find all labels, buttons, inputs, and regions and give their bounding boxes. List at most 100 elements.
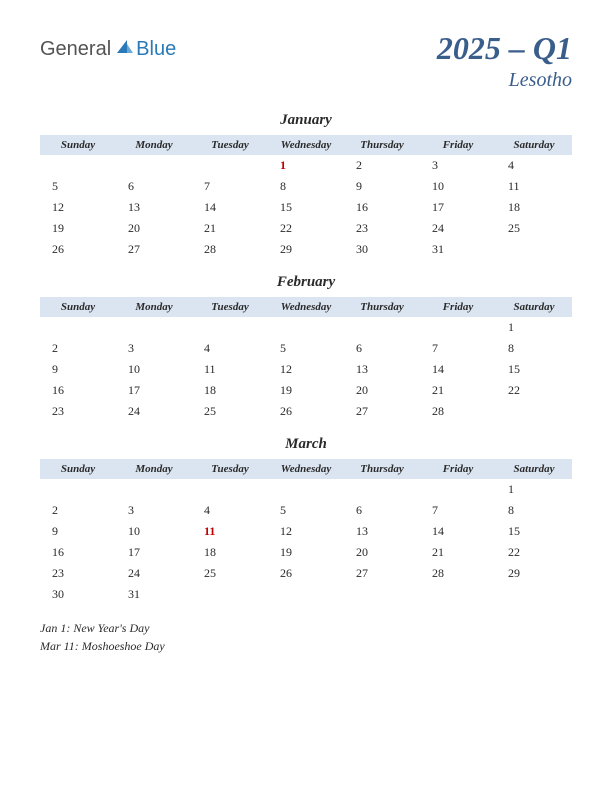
calendar-cell: 20: [344, 380, 420, 401]
calendar-cell: 5: [40, 176, 116, 197]
calendar-table: SundayMondayTuesdayWednesdayThursdayFrid…: [40, 135, 572, 260]
calendar-cell: 18: [192, 380, 268, 401]
calendar-cell: 11: [192, 359, 268, 380]
day-header: Monday: [116, 297, 192, 317]
month-name: February: [40, 274, 572, 291]
calendar-cell: 2: [40, 338, 116, 359]
calendar-cell: 19: [40, 218, 116, 239]
calendar-cell: [268, 479, 344, 500]
month-block: JanuarySundayMondayTuesdayWednesdayThurs…: [40, 112, 572, 260]
months-container: JanuarySundayMondayTuesdayWednesdayThurs…: [40, 112, 572, 605]
calendar-cell: 24: [116, 563, 192, 584]
calendar-cell: [344, 479, 420, 500]
day-header: Thursday: [344, 135, 420, 155]
page-title: 2025 – Q1: [437, 30, 572, 67]
day-header: Tuesday: [192, 135, 268, 155]
calendar-cell: 27: [344, 563, 420, 584]
calendar-cell: 6: [344, 500, 420, 521]
calendar-cell: 16: [344, 197, 420, 218]
calendar-cell: 24: [116, 401, 192, 422]
header: General Blue 2025 – Q1 Lesotho: [40, 30, 572, 92]
calendar-cell: 23: [40, 563, 116, 584]
calendar-cell: 7: [420, 500, 496, 521]
calendar-cell: [496, 239, 572, 260]
day-header: Friday: [420, 297, 496, 317]
calendar-cell: 6: [344, 338, 420, 359]
calendar-cell: [192, 317, 268, 338]
calendar-cell: 23: [40, 401, 116, 422]
calendar-cell: [420, 584, 496, 605]
calendar-cell: 30: [344, 239, 420, 260]
calendar-cell: 14: [192, 197, 268, 218]
calendar-cell: 20: [116, 218, 192, 239]
month-block: FebruarySundayMondayTuesdayWednesdayThur…: [40, 274, 572, 422]
calendar-cell: 18: [496, 197, 572, 218]
calendar-row: 16171819202122: [40, 380, 572, 401]
logo-text-general: General: [40, 38, 111, 61]
calendar-cell: 19: [268, 380, 344, 401]
calendar-cell: 10: [420, 176, 496, 197]
month-block: MarchSundayMondayTuesdayWednesdayThursda…: [40, 436, 572, 605]
day-header: Thursday: [344, 459, 420, 479]
calendar-cell: 25: [496, 218, 572, 239]
calendar-cell: 20: [344, 542, 420, 563]
calendar-cell: 10: [116, 359, 192, 380]
calendar-cell: 11: [192, 521, 268, 542]
calendar-row: 9101112131415: [40, 521, 572, 542]
calendar-cell: 28: [420, 401, 496, 422]
calendar-cell: 27: [344, 401, 420, 422]
calendar-cell: 26: [268, 563, 344, 584]
calendar-cell: [40, 317, 116, 338]
calendar-cell: 15: [496, 521, 572, 542]
calendar-cell: 21: [420, 380, 496, 401]
holiday-note: Mar 11: Moshoeshoe Day: [40, 637, 572, 655]
calendar-row: 19202122232425: [40, 218, 572, 239]
calendar-cell: 9: [40, 521, 116, 542]
calendar-row: 1234: [40, 155, 572, 176]
calendar-cell: [192, 479, 268, 500]
calendar-cell: 18: [192, 542, 268, 563]
calendar-cell: 27: [116, 239, 192, 260]
calendar-cell: 29: [268, 239, 344, 260]
calendar-row: 2345678: [40, 338, 572, 359]
calendar-row: 567891011: [40, 176, 572, 197]
day-header: Friday: [420, 459, 496, 479]
calendar-cell: [40, 155, 116, 176]
calendar-cell: 16: [40, 380, 116, 401]
calendar-row: 3031: [40, 584, 572, 605]
calendar-cell: 19: [268, 542, 344, 563]
holidays-list: Jan 1: New Year's DayMar 11: Moshoeshoe …: [40, 619, 572, 655]
calendar-cell: 4: [192, 500, 268, 521]
day-header: Wednesday: [268, 297, 344, 317]
calendar-cell: 5: [268, 338, 344, 359]
day-header: Tuesday: [192, 297, 268, 317]
page-subtitle: Lesotho: [437, 69, 572, 92]
calendar-cell: 14: [420, 521, 496, 542]
calendar-cell: [192, 584, 268, 605]
calendar-cell: 11: [496, 176, 572, 197]
calendar-cell: [192, 155, 268, 176]
calendar-cell: 12: [268, 521, 344, 542]
calendar-cell: [40, 479, 116, 500]
calendar-cell: [344, 317, 420, 338]
title-block: 2025 – Q1 Lesotho: [437, 30, 572, 92]
calendar-cell: 13: [116, 197, 192, 218]
calendar-cell: 1: [496, 479, 572, 500]
calendar-cell: 15: [496, 359, 572, 380]
calendar-cell: 8: [268, 176, 344, 197]
day-header: Wednesday: [268, 459, 344, 479]
calendar-cell: 26: [268, 401, 344, 422]
day-header: Friday: [420, 135, 496, 155]
calendar-cell: 9: [40, 359, 116, 380]
calendar-cell: [116, 479, 192, 500]
calendar-cell: 2: [40, 500, 116, 521]
calendar-cell: 12: [268, 359, 344, 380]
calendar-row: 16171819202122: [40, 542, 572, 563]
calendar-cell: 30: [40, 584, 116, 605]
day-header: Wednesday: [268, 135, 344, 155]
calendar-cell: 6: [116, 176, 192, 197]
calendar-cell: [496, 584, 572, 605]
calendar-cell: 23: [344, 218, 420, 239]
calendar-cell: 13: [344, 359, 420, 380]
calendar-cell: 22: [268, 218, 344, 239]
